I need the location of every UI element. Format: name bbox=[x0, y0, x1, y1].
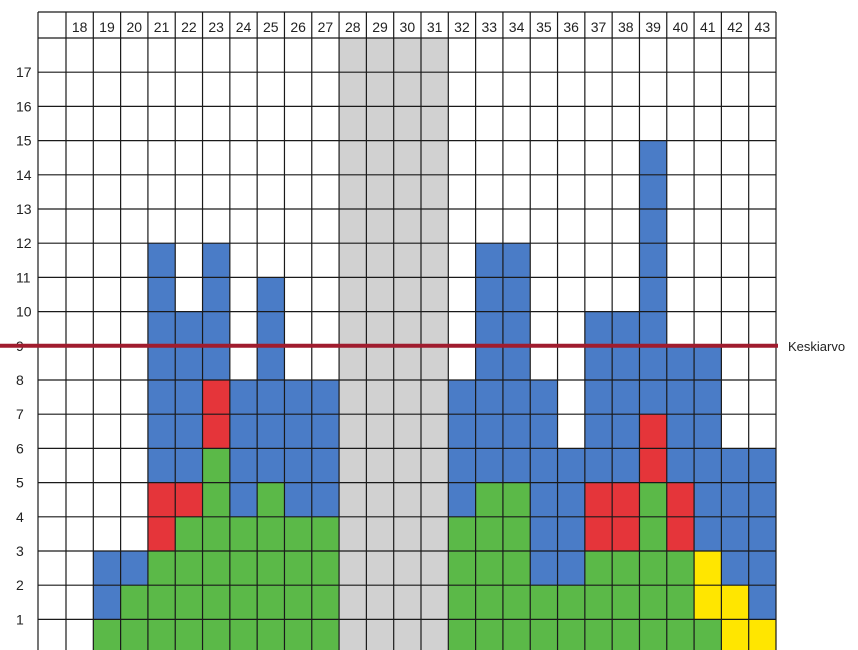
x-tick-label: 33 bbox=[481, 19, 497, 35]
bar-27-series-0 bbox=[311, 516, 340, 650]
x-tick-label: 30 bbox=[400, 19, 416, 35]
bar-38-series-0 bbox=[612, 551, 640, 650]
y-tick-label: 3 bbox=[16, 543, 24, 559]
bar-32-series-0 bbox=[448, 516, 476, 650]
bar-39-series-0 bbox=[639, 482, 667, 650]
bar-20-series-0 bbox=[120, 585, 148, 650]
x-tick-label: 35 bbox=[536, 19, 552, 35]
y-tick-label: 10 bbox=[16, 304, 32, 320]
bar-22-series-3 bbox=[175, 311, 203, 483]
x-tick-label: 25 bbox=[263, 19, 279, 35]
bar-21-series-3 bbox=[147, 243, 176, 483]
y-tick-labels: 1234567891011121314151617 bbox=[16, 64, 32, 627]
x-tick-label: 26 bbox=[290, 19, 306, 35]
x-tick-label: 20 bbox=[126, 19, 142, 35]
x-tick-label: 42 bbox=[727, 19, 743, 35]
bar-21-series-0 bbox=[147, 551, 176, 650]
bar-24-series-0 bbox=[229, 516, 258, 650]
x-tick-label: 23 bbox=[208, 19, 224, 35]
bar-33-series-0 bbox=[475, 482, 503, 650]
bar-20-series-3 bbox=[120, 551, 148, 586]
x-tick-label: 31 bbox=[427, 19, 443, 35]
bar-22-series-0 bbox=[175, 516, 203, 650]
y-tick-label: 11 bbox=[16, 269, 31, 285]
bar-40-series-0 bbox=[666, 551, 695, 650]
bar-33-series-3 bbox=[475, 243, 503, 483]
x-tick-label: 21 bbox=[154, 19, 170, 35]
y-tick-label: 8 bbox=[16, 372, 24, 388]
bar-22-series-1 bbox=[175, 482, 203, 517]
bar-26-series-0 bbox=[284, 516, 312, 650]
x-tick-labels: 18 19 20 21 22 23 24 25 26 27 28 29 30 31 32 33 34 35 36 37… bbox=[72, 19, 770, 35]
x-tick-label: 19 bbox=[99, 19, 115, 35]
x-tick-label: 43 bbox=[755, 19, 771, 35]
y-tick-label: 14 bbox=[16, 167, 32, 183]
bar-37-series-3 bbox=[584, 311, 613, 483]
x-tick-label: 22 bbox=[181, 19, 197, 35]
grid-lines bbox=[37, 11, 777, 650]
bar-43-series-3 bbox=[748, 448, 776, 620]
y-tick-label: 16 bbox=[16, 98, 32, 114]
average-line-label: Keskiarvo bbox=[788, 339, 845, 354]
x-tick-label: 32 bbox=[454, 19, 470, 35]
y-tick-label: 6 bbox=[16, 440, 24, 456]
y-tick-label: 4 bbox=[16, 509, 24, 525]
x-tick-label: 18 bbox=[72, 19, 88, 35]
bar-42-series-2 bbox=[721, 585, 749, 650]
x-tick-label: 41 bbox=[700, 19, 716, 35]
bar-41-series-0 bbox=[694, 619, 722, 650]
x-tick-label: 40 bbox=[673, 19, 689, 35]
x-tick-label: 34 bbox=[509, 19, 525, 35]
y-tick-label: 13 bbox=[16, 201, 32, 217]
bar-43-series-2 bbox=[748, 619, 776, 650]
y-tick-label: 17 bbox=[16, 64, 32, 80]
bar-19-series-0 bbox=[93, 619, 121, 650]
bar-34-series-0 bbox=[502, 482, 531, 650]
x-tick-label: 27 bbox=[318, 19, 334, 35]
y-tick-label: 2 bbox=[16, 577, 24, 593]
x-tick-label: 38 bbox=[618, 19, 634, 35]
bar-38-series-3 bbox=[612, 311, 640, 483]
y-tick-label: 1 bbox=[16, 611, 24, 627]
y-tick-label: 7 bbox=[16, 406, 24, 422]
bar-37-series-0 bbox=[584, 551, 613, 650]
bar-36-series-0 bbox=[557, 585, 585, 650]
y-tick-label: 15 bbox=[16, 133, 32, 149]
x-tick-label: 28 bbox=[345, 19, 361, 35]
x-tick-label: 36 bbox=[563, 19, 579, 35]
bar-34-series-3 bbox=[502, 243, 531, 483]
y-tick-label: 12 bbox=[16, 235, 32, 251]
y-tick-label: 5 bbox=[16, 475, 24, 491]
x-tick-label: 29 bbox=[372, 19, 388, 35]
bar-25-series-0 bbox=[257, 482, 285, 650]
x-tick-label: 39 bbox=[645, 19, 661, 35]
x-tick-label: 37 bbox=[591, 19, 607, 35]
bar-35-series-0 bbox=[530, 585, 558, 650]
x-tick-label: 24 bbox=[236, 19, 252, 35]
